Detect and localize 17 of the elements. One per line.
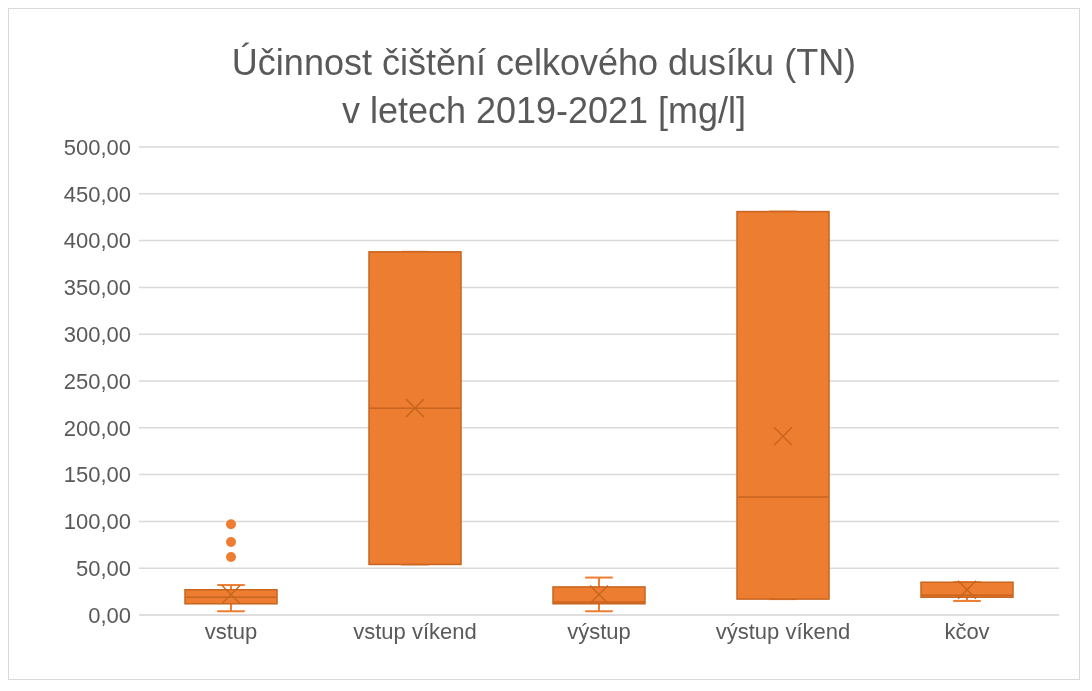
y-tick-label: 400,00: [63, 228, 131, 254]
y-tick-label: 150,00: [63, 462, 131, 488]
chart-title: Účinnost čištění celkového dusíku (TN) v letech 2019-2021 [mg/l]: [230, 41, 858, 133]
y-tick-label: 0,00: [88, 602, 131, 628]
x-tick-label: vstup: [204, 618, 258, 644]
x-tick-label: vstup víkend: [353, 618, 477, 644]
y-tick-label: 250,00: [63, 368, 131, 394]
y-tick-label: 200,00: [63, 415, 131, 441]
y-tick-label: 500,00: [63, 134, 131, 160]
x-tick-label: výstup víkend: [715, 618, 851, 644]
y-tick-label: 50,00: [75, 556, 131, 582]
x-tick-label: kčov: [944, 618, 990, 644]
y-tick-label: 100,00: [63, 509, 131, 535]
y-tick-label: 300,00: [63, 322, 131, 348]
x-tick-label: výstup: [567, 618, 631, 644]
y-tick-label: 450,00: [63, 181, 131, 207]
y-tick-label: 350,00: [63, 275, 131, 301]
